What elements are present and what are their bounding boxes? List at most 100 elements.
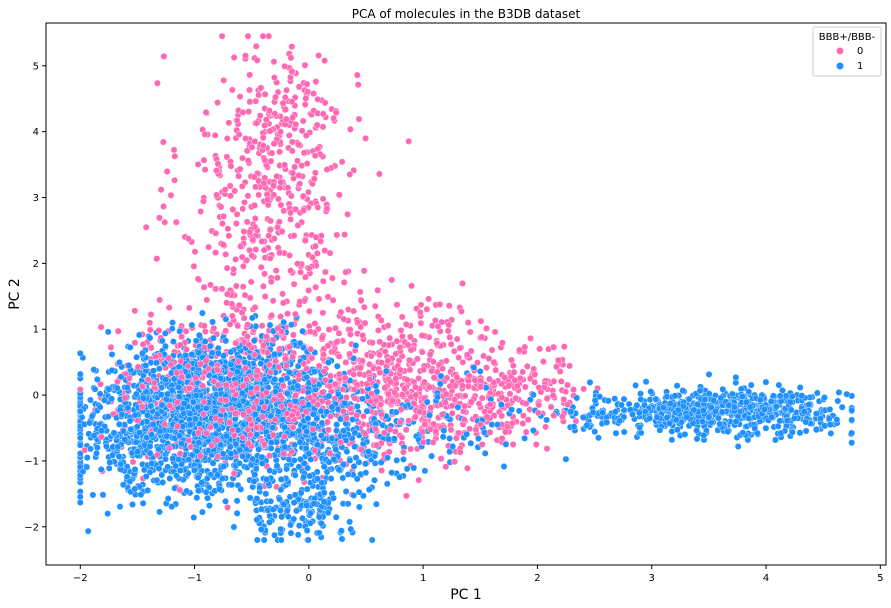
scatter-point-1 bbox=[233, 368, 241, 376]
scatter-point-0 bbox=[295, 171, 303, 179]
scatter-point-0 bbox=[527, 334, 534, 342]
scatter-point-0 bbox=[332, 324, 339, 332]
scatter-point-0 bbox=[270, 140, 278, 148]
scatter-point-1 bbox=[114, 443, 122, 451]
scatter-point-1 bbox=[84, 527, 92, 535]
scatter-point-0 bbox=[171, 176, 179, 184]
scatter-point-1 bbox=[135, 331, 143, 339]
scatter-point-1 bbox=[660, 404, 667, 411]
scatter-point-1 bbox=[843, 390, 851, 398]
scatter-point-1 bbox=[250, 337, 258, 345]
scatter-point-1 bbox=[93, 449, 100, 457]
scatter-point-1 bbox=[191, 415, 199, 423]
scatter-point-0 bbox=[239, 283, 247, 291]
scatter-point-0 bbox=[478, 394, 486, 402]
scatter-point-0 bbox=[308, 354, 316, 362]
scatter-point-1 bbox=[446, 435, 453, 442]
scatter-point-1 bbox=[266, 321, 274, 329]
scatter-point-1 bbox=[195, 331, 203, 339]
scatter-point-1 bbox=[215, 485, 223, 493]
scatter-point-0 bbox=[131, 307, 139, 315]
scatter-point-1 bbox=[327, 475, 335, 482]
scatter-point-1 bbox=[87, 396, 94, 404]
scatter-point-1 bbox=[277, 475, 285, 483]
scatter-point-1 bbox=[144, 411, 151, 419]
scatter-point-1 bbox=[90, 432, 98, 440]
scatter-point-1 bbox=[776, 417, 784, 425]
scatter-point-1 bbox=[673, 426, 681, 434]
scatter-point-0 bbox=[157, 186, 165, 194]
scatter-point-0 bbox=[388, 276, 396, 284]
scatter-point-1 bbox=[291, 491, 299, 499]
scatter-point-0 bbox=[153, 255, 161, 263]
scatter-point-0 bbox=[155, 214, 163, 222]
scatter-point-0 bbox=[270, 74, 278, 82]
scatter-point-1 bbox=[751, 424, 759, 432]
scatter-point-1 bbox=[305, 450, 313, 458]
scatter-point-0 bbox=[288, 43, 296, 50]
scatter-point-1 bbox=[310, 368, 318, 376]
scatter-point-0 bbox=[535, 401, 543, 409]
scatter-point-0 bbox=[200, 322, 208, 330]
scatter-point-0 bbox=[408, 282, 415, 290]
scatter-point-0 bbox=[547, 403, 555, 411]
scatter-point-1 bbox=[280, 318, 288, 326]
scatter-point-1 bbox=[591, 428, 599, 436]
scatter-point-0 bbox=[299, 117, 307, 125]
scatter-point-1 bbox=[211, 407, 219, 415]
scatter-point-1 bbox=[315, 529, 323, 537]
scatter-point-1 bbox=[745, 415, 753, 422]
scatter-point-1 bbox=[672, 416, 680, 424]
scatter-point-1 bbox=[262, 490, 270, 498]
scatter-point-1 bbox=[139, 394, 147, 402]
scatter-point-0 bbox=[426, 351, 434, 358]
scatter-point-1 bbox=[573, 394, 581, 402]
scatter-point-1 bbox=[253, 516, 261, 524]
scatter-point-1 bbox=[214, 349, 222, 357]
scatter-point-1 bbox=[620, 395, 628, 403]
scatter-point-1 bbox=[384, 454, 391, 462]
scatter-point-0 bbox=[146, 326, 154, 334]
scatter-point-1 bbox=[656, 426, 664, 434]
scatter-point-1 bbox=[474, 435, 482, 442]
scatter-point-1 bbox=[178, 440, 185, 448]
scatter-point-1 bbox=[848, 439, 856, 447]
scatter-point-1 bbox=[119, 427, 127, 435]
scatter-point-1 bbox=[833, 416, 841, 423]
scatter-point-1 bbox=[267, 497, 275, 505]
scatter-point-1 bbox=[347, 525, 355, 533]
scatter-point-0 bbox=[232, 255, 240, 263]
scatter-point-1 bbox=[105, 464, 113, 472]
scatter-point-1 bbox=[260, 536, 268, 544]
scatter-point-1 bbox=[324, 359, 332, 366]
scatter-point-1 bbox=[693, 427, 700, 434]
scatter-point-1 bbox=[353, 475, 361, 483]
scatter-point-0 bbox=[281, 62, 289, 70]
scatter-point-1 bbox=[266, 518, 273, 526]
scatter-point-1 bbox=[633, 401, 641, 409]
scatter-point-0 bbox=[466, 328, 474, 336]
scatter-point-1 bbox=[368, 536, 376, 544]
scatter-point-1 bbox=[313, 441, 321, 449]
scatter-point-0 bbox=[491, 328, 499, 336]
scatter-point-1 bbox=[209, 318, 217, 326]
scatter-point-0 bbox=[420, 366, 427, 374]
scatter-point-1 bbox=[652, 395, 660, 403]
scatter-point-1 bbox=[137, 491, 145, 499]
scatter-point-1 bbox=[341, 399, 349, 407]
scatter-point-1 bbox=[227, 450, 235, 458]
scatter-point-0 bbox=[312, 233, 320, 241]
scatter-point-0 bbox=[220, 77, 228, 84]
scatter-point-0 bbox=[223, 153, 231, 161]
scatter-point-1 bbox=[126, 478, 134, 485]
scatter-point-1 bbox=[731, 403, 738, 411]
scatter-point-1 bbox=[826, 421, 834, 428]
scatter-point-0 bbox=[147, 344, 155, 352]
scatter-point-0 bbox=[444, 327, 452, 335]
scatter-point-0 bbox=[258, 238, 266, 245]
scatter-point-0 bbox=[354, 81, 362, 89]
scatter-point-1 bbox=[159, 478, 167, 486]
chart-title: PCA of molecules in the B3DB dataset bbox=[352, 7, 581, 21]
scatter-point-0 bbox=[279, 299, 287, 307]
scatter-point-1 bbox=[278, 513, 285, 521]
